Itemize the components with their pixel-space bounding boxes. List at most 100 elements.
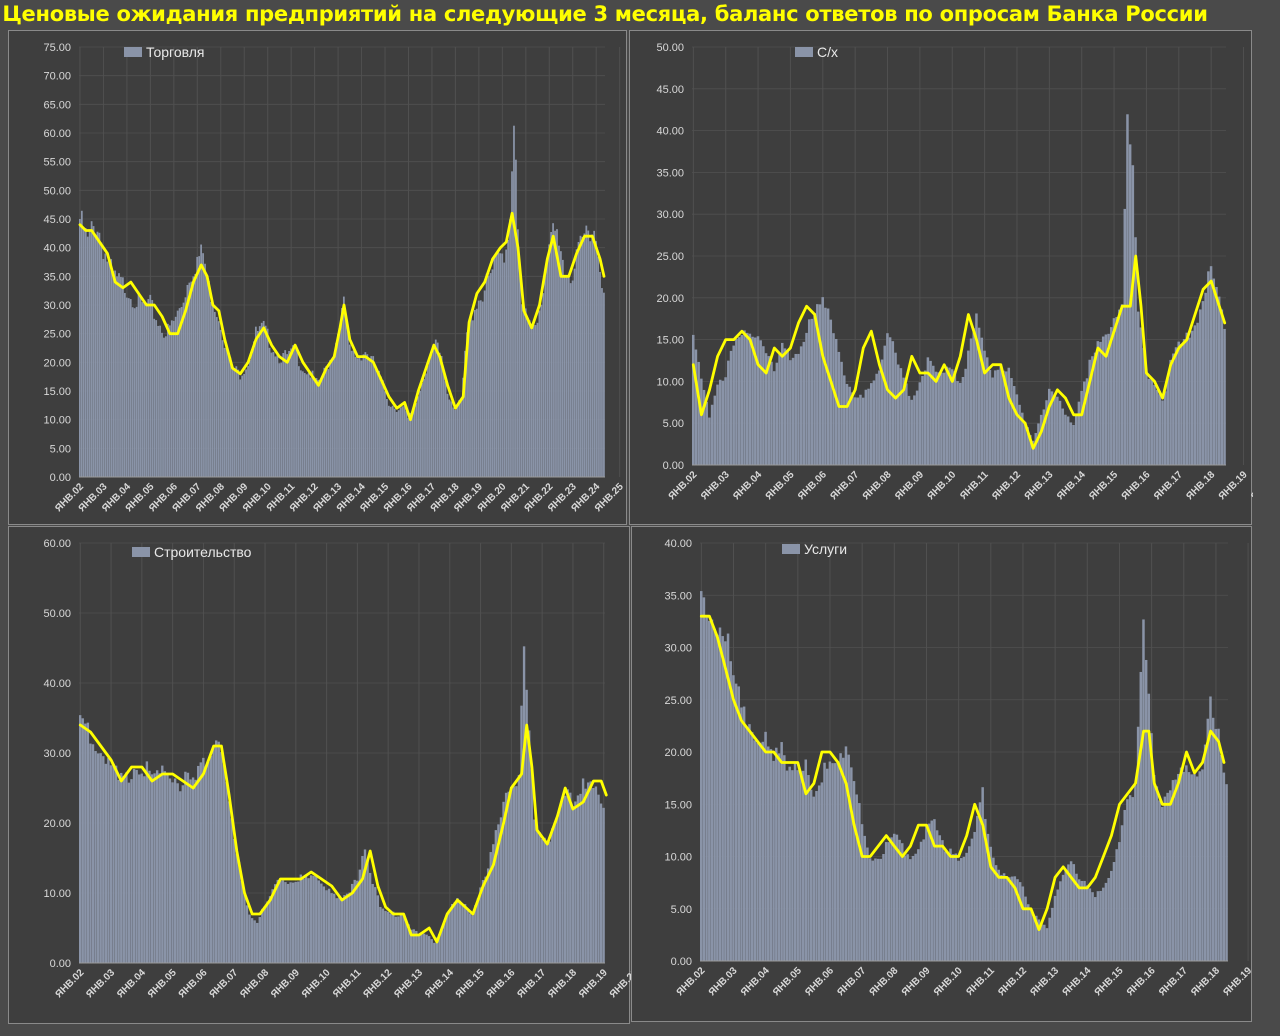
bar (821, 297, 824, 465)
bar (470, 313, 472, 477)
bar (384, 391, 386, 477)
bar (550, 232, 553, 477)
bar (495, 253, 498, 477)
bar (934, 371, 938, 465)
bar (713, 628, 716, 961)
bar (1139, 671, 1143, 961)
bar (327, 369, 330, 477)
bar (525, 689, 528, 963)
bar (292, 345, 294, 477)
bar (322, 886, 326, 963)
bar (1161, 400, 1164, 465)
bar (1177, 341, 1180, 465)
bar (745, 332, 749, 465)
bar (964, 368, 967, 465)
bar (219, 329, 222, 477)
bar (363, 849, 367, 963)
bar (756, 742, 759, 961)
bar (286, 883, 290, 963)
bar (515, 786, 518, 963)
y-tick-label: 50.00 (656, 42, 684, 54)
bar (387, 405, 390, 477)
x-tick-label: ЯНВ.04 (739, 965, 772, 998)
bar (489, 852, 492, 963)
bar (1037, 423, 1040, 465)
bar (533, 819, 536, 963)
bar (824, 307, 827, 465)
bar (750, 732, 754, 961)
bar (253, 341, 255, 477)
bar (232, 838, 236, 963)
bar (1166, 378, 1170, 465)
bar (333, 893, 336, 963)
chart-agriculture: 0.00 5.00 10.00 15.00 20.00 25.00 30.00 35.00 40… (656, 42, 1253, 502)
y-tick-label: 10.00 (43, 415, 71, 427)
bar (309, 875, 313, 963)
bar (229, 357, 232, 477)
bar (700, 378, 703, 465)
bar (329, 359, 332, 477)
bar (953, 371, 957, 465)
bar (453, 902, 456, 963)
bar (994, 370, 997, 465)
bar (1026, 904, 1030, 961)
bar (797, 353, 800, 465)
bar (153, 773, 156, 963)
bar (1059, 881, 1062, 961)
bar (213, 311, 216, 477)
bar (799, 770, 802, 961)
bar (358, 869, 362, 963)
bar (368, 359, 371, 477)
bar (587, 782, 590, 963)
bar (510, 787, 513, 963)
chart-construction: 0.00 10.00 20.00 30.00 40.00 50.00 60.00 ЯНВ.02… (43, 538, 631, 1000)
bar (710, 619, 714, 961)
bar (122, 775, 125, 963)
bar (1204, 292, 1207, 465)
y-tick-label: 50.00 (43, 608, 71, 620)
bar (417, 396, 420, 477)
bar (1198, 771, 1201, 961)
bar (895, 834, 899, 961)
bar (294, 349, 296, 477)
bar (848, 386, 851, 465)
bar (168, 325, 171, 477)
bar (468, 322, 470, 477)
bar (783, 755, 786, 961)
chart-panel-agriculture: 0.00 5.00 10.00 15.00 20.00 25.00 30.00 35.00 40… (629, 30, 1253, 525)
bar (910, 399, 913, 465)
bar (1193, 325, 1197, 465)
bar (1166, 792, 1169, 961)
bar (976, 815, 979, 961)
y-tick-label: 0.00 (671, 956, 692, 968)
bar (312, 875, 315, 963)
bar (1182, 339, 1186, 465)
bar (552, 223, 554, 477)
bar (381, 908, 385, 963)
bar (721, 380, 725, 465)
bar (131, 307, 134, 477)
bar (852, 781, 856, 961)
legend-label: С/х (817, 44, 838, 60)
bar (1225, 784, 1228, 961)
bar (1179, 767, 1183, 961)
bar (1107, 877, 1110, 961)
bar (926, 357, 930, 465)
bar (114, 270, 116, 477)
bar (959, 382, 962, 465)
bar (460, 399, 463, 477)
bar (770, 361, 773, 465)
bar (807, 319, 811, 465)
bar (117, 779, 120, 963)
bar (938, 835, 942, 961)
bar (207, 761, 210, 963)
bar (345, 893, 349, 963)
bar (393, 408, 396, 477)
bar (1144, 659, 1148, 961)
bar (135, 769, 138, 963)
bar (906, 854, 909, 961)
bar (896, 364, 900, 465)
bar (461, 904, 464, 963)
bar (435, 937, 439, 963)
bar (994, 865, 998, 961)
